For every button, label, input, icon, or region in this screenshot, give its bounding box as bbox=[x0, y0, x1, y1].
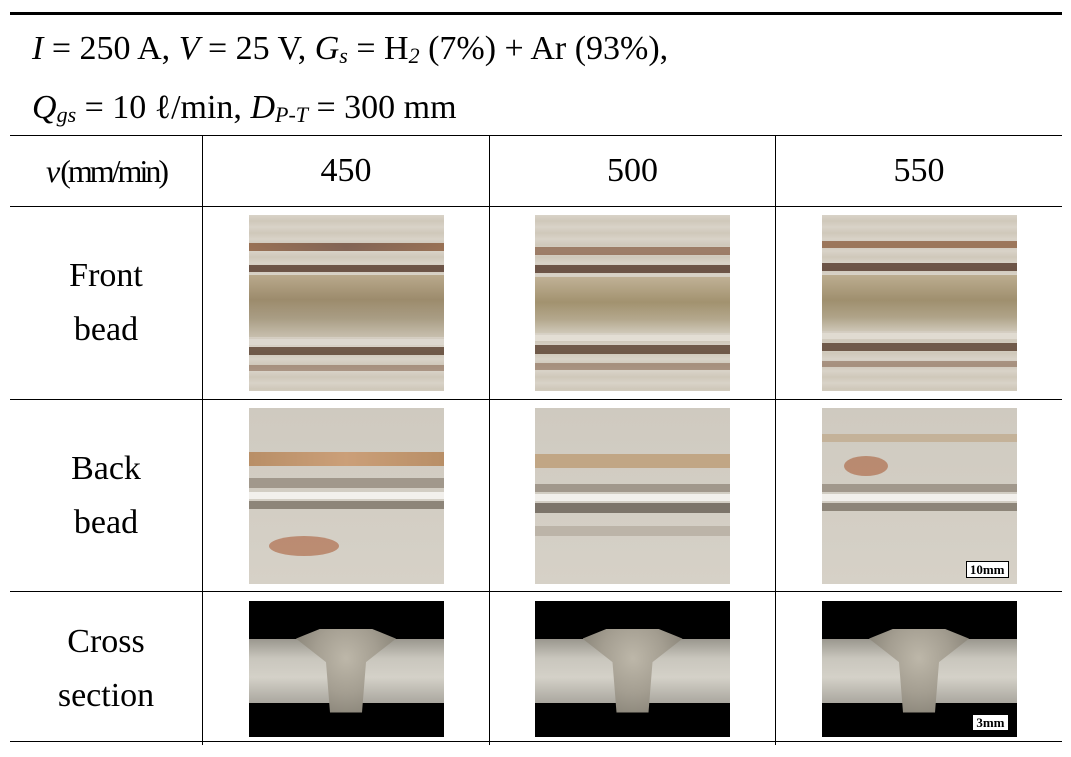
speed-450: 450 bbox=[203, 136, 490, 206]
distance-subscript: P-T bbox=[275, 102, 308, 127]
h2-subscript: 2 bbox=[408, 43, 420, 68]
cross-section-photo-450 bbox=[248, 600, 444, 737]
voltage-value: = 25 V, bbox=[199, 30, 315, 67]
speed-label: v (mm/min) bbox=[10, 136, 203, 206]
speed-500: 500 bbox=[490, 136, 776, 206]
scale-bar-10mm: 10mm bbox=[965, 560, 1009, 578]
flow-symbol: Q bbox=[32, 89, 57, 126]
front-bead-row: Front bead bbox=[10, 207, 1062, 400]
voltage-symbol: V bbox=[178, 30, 200, 67]
scale-bar-3mm: 3mm bbox=[972, 713, 1009, 731]
current-value: = 250 A, bbox=[43, 30, 179, 67]
front-bead-label: Front bead bbox=[10, 207, 203, 399]
conditions-line-2: Qgs = 10 ℓ/min, DP-T = 300 mm bbox=[32, 82, 1062, 141]
back-bead-label: Back bead bbox=[10, 400, 203, 591]
speed-550: 550 bbox=[893, 152, 945, 189]
weld-results-table: I = 250 A, V = 25 V, Gs = H2 (7%) + Ar (… bbox=[10, 12, 1062, 745]
distance-value: = 300 mm bbox=[308, 89, 457, 126]
front-bead-photo-550 bbox=[821, 215, 1017, 391]
front-bead-photo-450 bbox=[248, 215, 444, 391]
welding-conditions-header: I = 250 A, V = 25 V, Gs = H2 (7%) + Ar (… bbox=[10, 15, 1062, 136]
back-bead-row: Back bead bbox=[10, 400, 1062, 592]
back-bead-photo-450 bbox=[248, 407, 444, 584]
current-symbol: I bbox=[32, 30, 44, 67]
cross-section-label: Cross section bbox=[10, 592, 203, 745]
flow-value: = 10 ℓ/min, bbox=[76, 89, 251, 126]
cross-section-row: Cross section 3mm bbox=[10, 592, 1062, 745]
speed-row: v (mm/min) 450 500 550 bbox=[10, 136, 1062, 207]
cross-section-photo-500 bbox=[535, 600, 730, 737]
gas-symbol: G bbox=[314, 30, 340, 67]
gas-mixture: (7%) + Ar (93%), bbox=[419, 30, 669, 67]
back-bead-photo-550: 10mm bbox=[821, 407, 1017, 584]
front-bead-photo-500 bbox=[535, 215, 730, 391]
gas-subscript: s bbox=[339, 43, 348, 68]
back-bead-photo-500 bbox=[535, 407, 730, 584]
distance-symbol: D bbox=[250, 89, 275, 126]
flow-subscript: gs bbox=[56, 102, 77, 127]
cross-section-photo-550: 3mm bbox=[821, 600, 1017, 737]
gas-value: = H bbox=[347, 30, 409, 67]
conditions-line-1: I = 250 A, V = 25 V, Gs = H2 (7%) + Ar (… bbox=[32, 23, 1062, 82]
